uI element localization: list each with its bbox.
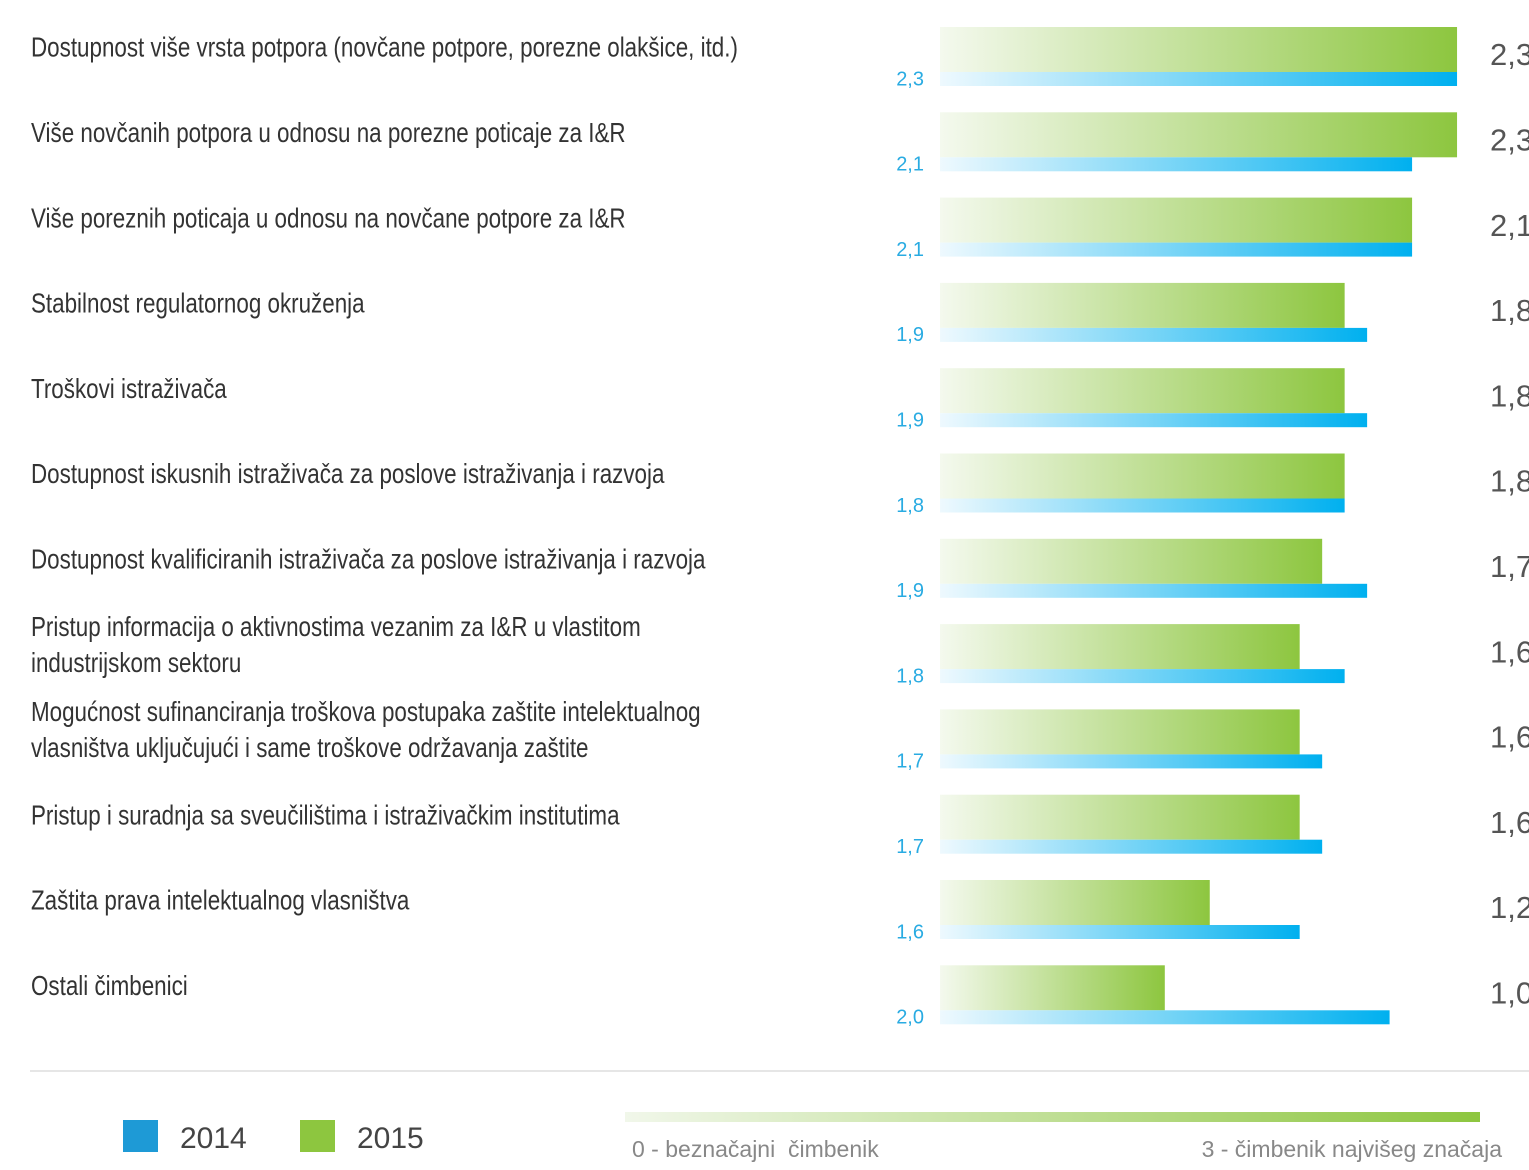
value-label-2014: 2,1 [896,239,924,261]
value-label-2015: 1,2 [1490,890,1529,925]
category-label: Dostupnost više vrsta potpora (novčane p… [31,32,738,63]
legend-swatch [123,1120,158,1152]
bar-2015 [940,880,1210,925]
value-label-2015: 1,8 [1490,378,1529,413]
value-label-2015: 1,8 [1490,464,1529,499]
legend-label: 2015 [357,1122,424,1155]
category-label: Mogućnost sufinanciranja troškova postup… [31,697,701,764]
value-label-2014: 1,8 [896,665,924,687]
bar-2015 [940,112,1458,158]
bar-2014 [940,754,1323,769]
scale-max-label: 3 - čimbenik najvišeg značaja [1202,1136,1503,1162]
value-label-2015: 1,6 [1490,720,1529,755]
bar-2014 [940,327,1368,342]
bar-2015 [940,197,1413,243]
value-label-2014: 1,6 [896,921,924,943]
value-label-2015: 2,1 [1490,208,1529,243]
value-label-2014: 1,9 [896,324,924,346]
bar-2015 [940,965,1165,1011]
category-label: Više novčanih potpora u odnosu na porezn… [31,117,626,148]
bar-2014 [940,242,1413,257]
bar-2015 [940,27,1458,72]
category-label: Pristup informacija o aktivnostima vezan… [31,611,641,678]
value-label-2015: 1,6 [1490,805,1529,840]
bar-2015 [940,282,1345,328]
category-label: Dostupnost iskusnih istraživača za poslo… [31,459,665,490]
value-label-2014: 1,9 [896,580,924,602]
bar-2015 [940,794,1300,840]
bar-2014 [940,498,1345,513]
bar-2015 [940,538,1323,584]
bar-2015 [940,368,1345,414]
category-label: Stabilnost regulatornog okruženja [31,288,365,319]
legend-label: 2014 [180,1122,247,1155]
scale-min-label: 0 - beznačajni čimbenik [632,1136,879,1162]
bar-2014 [940,583,1368,598]
bar-2014 [940,413,1368,428]
category-label: Više poreznih poticaja u odnosu na novča… [31,203,626,234]
value-label-2015: 2,3 [1490,122,1529,157]
bar-2014 [940,157,1413,172]
value-label-2014: 2,0 [896,1007,924,1029]
bar-2015 [940,624,1300,670]
value-label-2015: 1,8 [1490,293,1529,328]
value-label-2014: 2,1 [896,154,924,176]
value-label-2015: 2,3 [1490,37,1529,72]
bar-2014 [940,1010,1390,1025]
scale-bar [625,1112,1480,1122]
category-label: Dostupnost kvalificiranih istraživača za… [31,544,706,575]
category-label: Pristup i suradnja sa sveučilištima i is… [31,800,620,831]
value-label-2014: 2,3 [896,68,924,90]
bar-2014 [940,669,1345,684]
category-label: Zaštita prava intelektualnog vlasništva [31,885,410,916]
bar-2015 [940,709,1300,755]
value-label-2014: 1,9 [896,409,924,431]
value-label-2015: 1,7 [1490,549,1529,584]
value-label-2014: 1,7 [896,751,924,773]
bar-2014 [940,839,1323,854]
value-label-2015: 1,6 [1490,634,1529,669]
bar-2014 [940,72,1458,86]
value-label-2014: 1,7 [896,836,924,858]
legend-swatch [300,1120,335,1152]
value-label-2014: 1,8 [896,495,924,517]
bar-2014 [940,925,1300,939]
category-label: Troškovi istraživača [31,373,228,404]
bar-2015 [940,453,1345,499]
category-labels: Dostupnost više vrsta potpora (novčane p… [31,32,738,1001]
category-label: Ostali čimbenici [31,970,188,1001]
value-label-2015: 1,0 [1490,975,1529,1010]
